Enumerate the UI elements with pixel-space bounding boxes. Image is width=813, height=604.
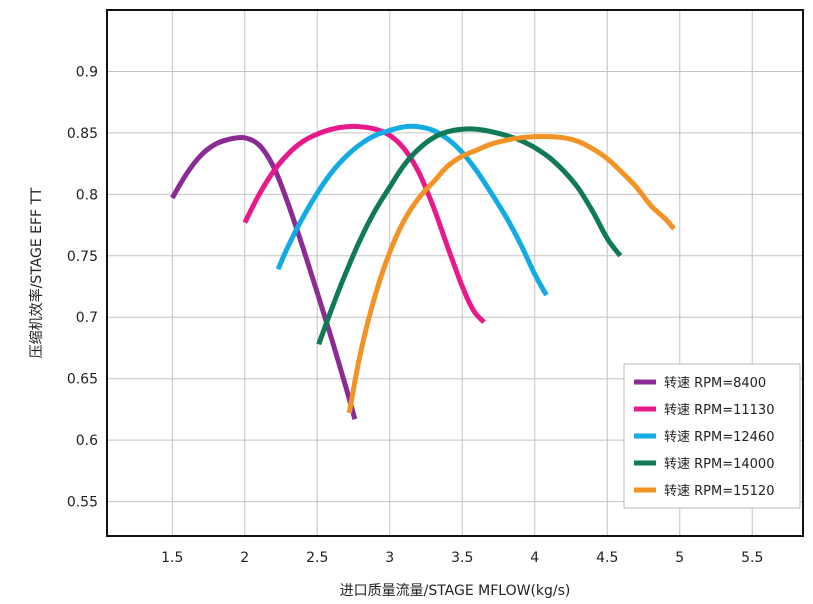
x-tick-label: 4 — [530, 550, 539, 566]
legend-label-2: 转速 RPM=11130 — [664, 403, 774, 418]
legend-label-4: 转速 RPM=14000 — [664, 457, 774, 472]
series-line-5 — [346, 133, 676, 414]
x-tick-label: 2.5 — [306, 550, 328, 566]
series-line-4 — [316, 126, 623, 346]
y-tick-label: 0.6 — [76, 433, 98, 449]
series-line-1 — [170, 134, 358, 420]
y-tick-label: 0.75 — [67, 249, 98, 265]
x-tick-label: 3 — [385, 550, 394, 566]
series-line-3 — [275, 123, 549, 297]
x-tick-label: 4.5 — [596, 550, 618, 566]
y-tick-label: 0.7 — [76, 310, 98, 326]
legend-label-1: 转速 RPM=8400 — [664, 376, 766, 391]
y-axis-title: 压缩机效率/STAGE EFF TT — [28, 187, 45, 358]
y-tick-label: 0.55 — [67, 495, 98, 511]
x-axis-title: 进口质量流量/STAGE MFLOW(kg/s) — [340, 583, 571, 599]
plot-frame — [106, 9, 804, 537]
series-lines — [170, 123, 676, 420]
x-tick-label: 2 — [240, 550, 249, 566]
y-tick-label: 0.8 — [76, 187, 98, 203]
series-line-2 — [242, 123, 486, 324]
legend: 转速 RPM=8400 转速 RPM=11130 转速 RPM=12460 转速 RP… — [623, 363, 801, 509]
x-tick-label: 5.5 — [741, 550, 763, 566]
x-tick-label: 5 — [675, 550, 684, 566]
legend-label-3: 转速 RPM=12460 — [664, 430, 774, 445]
y-tick-label: 0.85 — [67, 126, 98, 142]
x-tick-label: 3.5 — [451, 550, 473, 566]
y-tick-label: 0.65 — [67, 372, 98, 388]
x-tick-label: 1.5 — [161, 550, 183, 566]
legend-label-5: 转速 RPM=15120 — [664, 484, 774, 499]
y-tick-label: 0.9 — [76, 64, 98, 80]
tick-labels: 1.5 2 2.5 3 3.5 4 4.5 5 5.5 0.55 0.6 0.65 0.7 0.75 0.8… — [67, 64, 764, 566]
